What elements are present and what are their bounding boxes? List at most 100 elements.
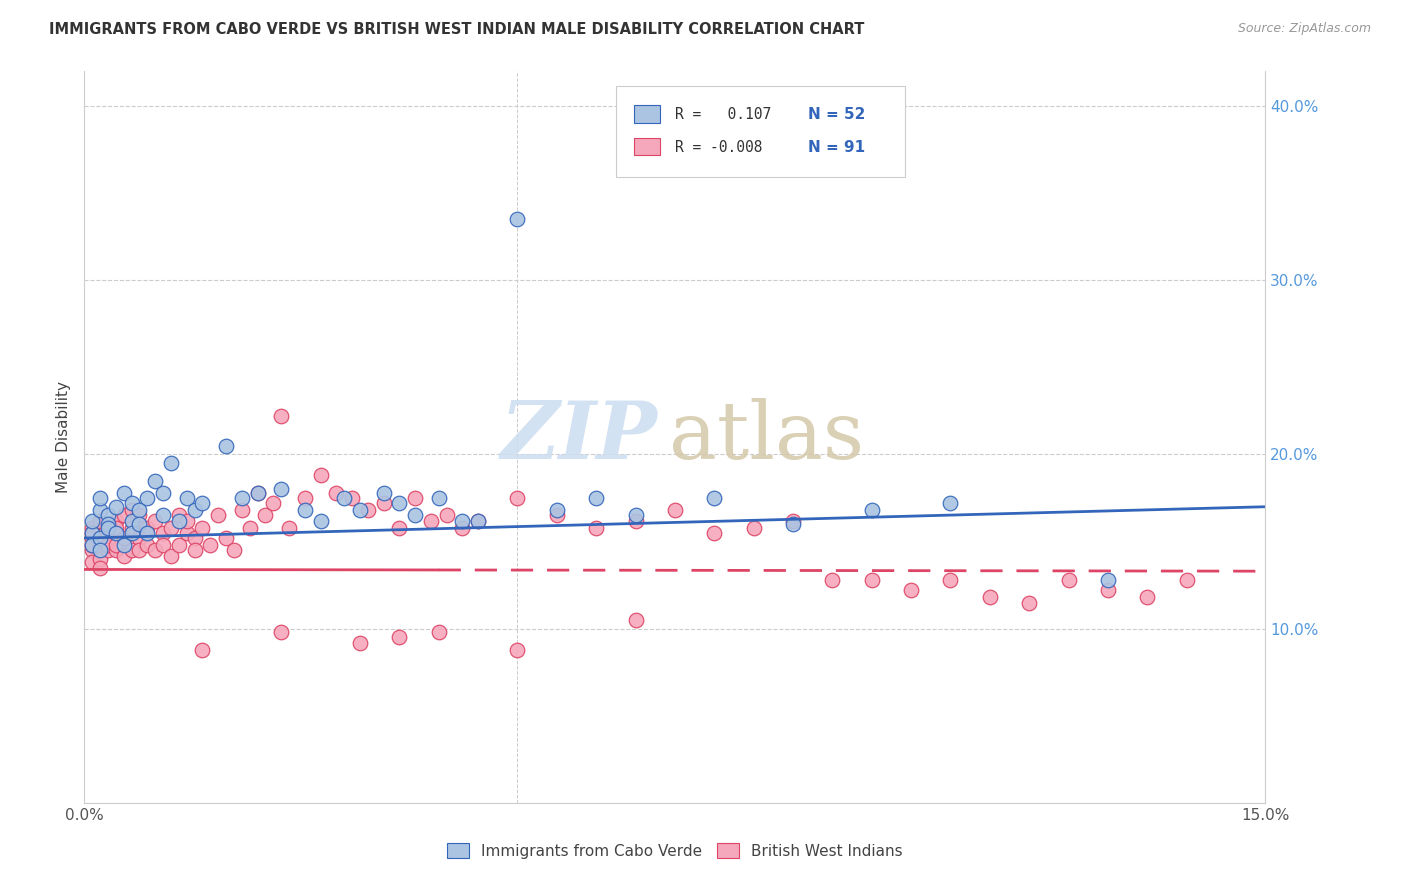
- Point: [388, 631, 411, 645]
- Point: [121, 503, 143, 517]
- Point: [742, 521, 765, 535]
- Point: [270, 625, 292, 640]
- Point: [89, 503, 111, 517]
- Point: [183, 503, 205, 517]
- Point: [1057, 573, 1080, 587]
- Point: [82, 543, 104, 558]
- Point: [82, 538, 104, 552]
- Point: [270, 483, 292, 497]
- Point: [231, 491, 253, 505]
- Point: [467, 514, 489, 528]
- Point: [546, 508, 568, 523]
- Point: [104, 525, 127, 540]
- Point: [160, 549, 183, 563]
- Point: [112, 538, 135, 552]
- Point: [215, 531, 238, 545]
- Point: [104, 521, 127, 535]
- Point: [89, 531, 111, 545]
- Point: [451, 514, 474, 528]
- Point: [191, 496, 214, 510]
- Point: [1136, 591, 1159, 605]
- Point: [1018, 595, 1040, 609]
- Point: [183, 531, 205, 545]
- Point: [167, 514, 190, 528]
- Point: [309, 514, 332, 528]
- Point: [585, 521, 607, 535]
- FancyBboxPatch shape: [616, 86, 905, 178]
- Point: [160, 521, 183, 535]
- Point: [82, 525, 104, 540]
- Point: [104, 543, 127, 558]
- Point: [357, 503, 380, 517]
- Point: [136, 525, 159, 540]
- Point: [506, 491, 529, 505]
- Point: [1097, 573, 1119, 587]
- Point: [419, 514, 441, 528]
- Point: [782, 517, 804, 532]
- Point: [128, 503, 150, 517]
- Point: [388, 496, 411, 510]
- Point: [121, 496, 143, 510]
- Point: [82, 531, 104, 545]
- Point: [979, 591, 1001, 605]
- Point: [176, 514, 198, 528]
- Point: [97, 508, 120, 523]
- Point: [152, 525, 174, 540]
- Point: [1175, 573, 1198, 587]
- Point: [373, 496, 395, 510]
- Point: [200, 538, 222, 552]
- Point: [82, 538, 104, 552]
- Text: IMMIGRANTS FROM CABO VERDE VS BRITISH WEST INDIAN MALE DISABILITY CORRELATION CH: IMMIGRANTS FROM CABO VERDE VS BRITISH WE…: [49, 22, 865, 37]
- Point: [136, 521, 159, 535]
- Point: [143, 514, 166, 528]
- Point: [239, 521, 262, 535]
- Point: [191, 521, 214, 535]
- Text: ZIP: ZIP: [501, 399, 657, 475]
- Point: [143, 543, 166, 558]
- Point: [89, 543, 111, 558]
- Point: [104, 538, 127, 552]
- Point: [215, 439, 238, 453]
- Point: [782, 514, 804, 528]
- Point: [262, 496, 284, 510]
- Point: [1097, 583, 1119, 598]
- Point: [222, 543, 245, 558]
- Point: [860, 573, 883, 587]
- Point: [152, 538, 174, 552]
- Point: [136, 491, 159, 505]
- Point: [506, 642, 529, 657]
- Point: [451, 521, 474, 535]
- Point: [89, 531, 111, 545]
- Point: [97, 521, 120, 535]
- Point: [231, 503, 253, 517]
- Point: [128, 517, 150, 532]
- Point: [325, 485, 347, 500]
- Bar: [634, 137, 659, 155]
- Point: [112, 485, 135, 500]
- Point: [309, 468, 332, 483]
- Point: [176, 491, 198, 505]
- Text: atlas: atlas: [669, 398, 865, 476]
- Point: [373, 485, 395, 500]
- Point: [254, 508, 277, 523]
- Point: [167, 508, 190, 523]
- Point: [207, 508, 229, 523]
- Point: [191, 642, 214, 657]
- Point: [427, 491, 450, 505]
- Text: N = 91: N = 91: [808, 140, 866, 155]
- Point: [121, 543, 143, 558]
- Point: [860, 503, 883, 517]
- Point: [128, 508, 150, 523]
- Point: [112, 508, 135, 523]
- Text: N = 52: N = 52: [808, 107, 866, 122]
- Point: [939, 573, 962, 587]
- Point: [349, 635, 371, 649]
- Point: [89, 491, 111, 505]
- Point: [89, 514, 111, 528]
- Point: [436, 508, 458, 523]
- Legend: Immigrants from Cabo Verde, British West Indians: Immigrants from Cabo Verde, British West…: [441, 837, 908, 864]
- Point: [97, 517, 120, 532]
- Point: [388, 521, 411, 535]
- Point: [97, 543, 120, 558]
- Point: [340, 491, 363, 505]
